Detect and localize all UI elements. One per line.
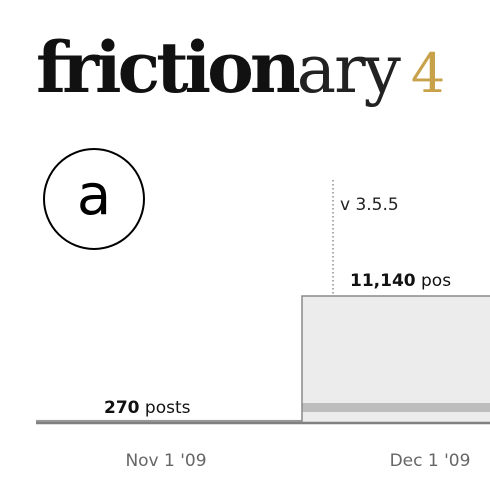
- data-label-dec: 11,140 pos: [350, 271, 451, 291]
- logo-plain-text: ary: [296, 31, 401, 108]
- area-segment-nov: [36, 419, 302, 423]
- x-tick-label: Dec 1 '09: [390, 451, 471, 471]
- logo-grunge-text: friction: [36, 26, 301, 109]
- panel-label-badge: a: [43, 148, 145, 250]
- area-band: [302, 403, 490, 412]
- area-segment-dec: [302, 296, 490, 423]
- data-label-nov: 270 posts: [104, 398, 191, 418]
- x-tick-label: Nov 1 '09: [125, 451, 206, 471]
- version-annotation-label: v 3.5.5: [340, 195, 399, 215]
- logo-partial-glyph: 4: [410, 42, 446, 105]
- frictionary-logo: frictionary 4: [36, 26, 446, 109]
- series-step-outline: [301, 295, 490, 423]
- panel-label-text: a: [76, 163, 112, 228]
